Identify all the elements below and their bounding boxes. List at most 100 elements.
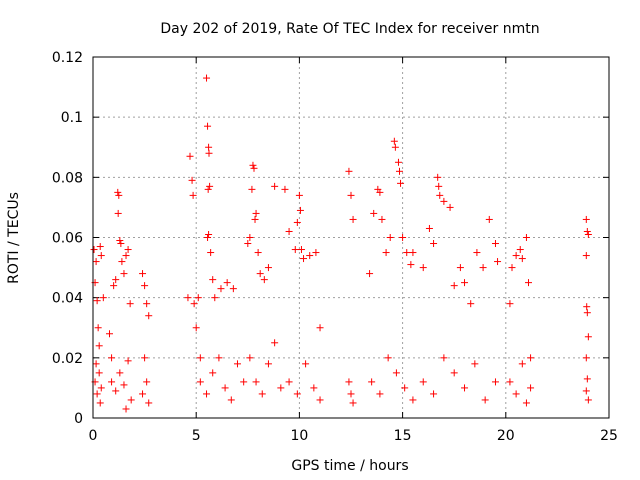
data-point: [390, 137, 398, 145]
data-point: [271, 339, 279, 347]
data-point: [126, 300, 134, 308]
data-point: [285, 227, 293, 235]
data-point: [258, 390, 266, 398]
data-point: [207, 249, 215, 257]
x-axis-label: GPS time / hours: [291, 458, 408, 474]
data-point: [522, 399, 530, 407]
data-point: [435, 182, 443, 190]
data-point: [494, 258, 502, 266]
data-point: [297, 246, 305, 254]
x-tick-label: 20: [497, 428, 515, 444]
data-point: [584, 230, 592, 238]
data-point: [419, 264, 427, 272]
data-point: [394, 158, 402, 166]
data-point: [120, 270, 128, 278]
data-point: [522, 234, 530, 241]
y-tick-labels: 0 0.02 0.04 0.06 0.08 0.1 0.12: [52, 50, 83, 427]
data-point: [233, 360, 241, 368]
data-point: [512, 252, 520, 260]
data-point: [252, 209, 260, 217]
data-point: [204, 122, 212, 130]
data-point: [188, 176, 196, 184]
data-point: [300, 255, 308, 263]
data-point: [508, 264, 516, 272]
data-point: [409, 396, 417, 404]
data-point: [440, 354, 448, 362]
data-point: [378, 215, 386, 223]
data-point: [349, 215, 357, 223]
data-point: [396, 167, 404, 175]
data-point: [467, 300, 475, 308]
data-point: [145, 312, 153, 320]
data-point: [302, 360, 310, 368]
data-point: [110, 282, 118, 290]
data-point: [461, 279, 469, 287]
data-point: [584, 396, 592, 404]
data-point: [491, 240, 499, 248]
data-point: [271, 182, 279, 190]
data-point: [312, 249, 320, 257]
data-point: [106, 330, 114, 338]
data-point: [204, 234, 212, 241]
data-point: [252, 378, 260, 386]
y-axis-label: ROTI / TECUs: [6, 192, 22, 284]
data-point: [583, 375, 591, 383]
data-point: [92, 360, 100, 368]
data-point: [419, 378, 427, 386]
data-point: [203, 74, 211, 82]
data-point: [306, 252, 314, 260]
data-point: [127, 396, 135, 404]
data-point: [143, 300, 151, 308]
data-point: [518, 360, 526, 368]
data-point: [95, 342, 103, 350]
data-point: [425, 224, 433, 232]
data-point: [316, 396, 324, 404]
data-point: [227, 396, 235, 404]
data-point: [264, 264, 272, 272]
data-point: [347, 191, 355, 199]
data-point: [293, 390, 301, 398]
x-tick-label: 10: [290, 428, 308, 444]
grid-lines: [93, 57, 609, 418]
data-point: [229, 285, 237, 293]
data-point: [114, 209, 122, 217]
data-point: [139, 270, 147, 278]
data-point: [141, 354, 149, 362]
data-point: [440, 197, 448, 205]
data-point: [485, 215, 493, 223]
data-point: [397, 179, 405, 187]
data-point: [190, 300, 198, 308]
data-point: [124, 357, 132, 365]
data-point: [99, 294, 107, 302]
data-point: [221, 384, 229, 392]
data-point: [345, 378, 353, 386]
data-point: [206, 182, 214, 190]
data-point: [481, 396, 489, 404]
data-point: [97, 252, 105, 260]
data-point: [506, 300, 514, 308]
data-point: [240, 378, 248, 386]
data-point: [205, 143, 213, 151]
plot-frame: [92, 56, 610, 419]
data-point: [95, 369, 103, 377]
data-point: [115, 191, 123, 199]
data-point: [430, 240, 438, 248]
x-tick-label: 5: [192, 428, 201, 444]
data-point: [244, 240, 252, 248]
data-point: [250, 164, 258, 172]
data-point: [204, 185, 212, 193]
x-tick-label: 15: [394, 428, 412, 444]
data-point: [295, 191, 303, 199]
data-point: [296, 206, 304, 214]
data-point: [473, 249, 481, 257]
data-point: [116, 369, 124, 377]
data-point: [368, 378, 376, 386]
data-point: [251, 215, 259, 223]
data-point: [217, 285, 225, 293]
data-point: [349, 399, 357, 407]
data-point: [141, 282, 149, 290]
data-point: [434, 173, 442, 181]
data-point: [446, 203, 454, 211]
data-point: [211, 294, 219, 302]
data-point: [94, 324, 102, 332]
